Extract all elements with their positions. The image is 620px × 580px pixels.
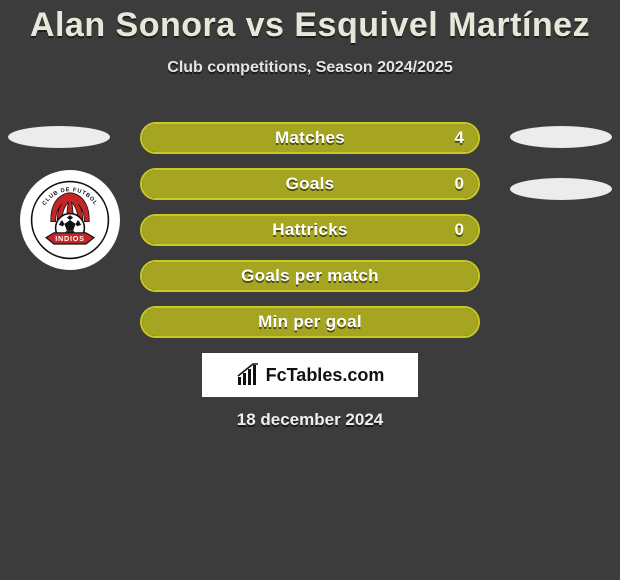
- stat-bar-value: 0: [455, 170, 464, 198]
- right-ellipse-2: [510, 178, 612, 200]
- stat-bar-label: Min per goal: [142, 308, 478, 336]
- stat-bar-label: Goals: [142, 170, 478, 198]
- stat-bar-label: Goals per match: [142, 262, 478, 290]
- right-ellipse-1: [510, 126, 612, 148]
- stat-bar-value: 4: [455, 124, 464, 152]
- stat-bar-label: Matches: [142, 124, 478, 152]
- left-ellipse-1: [8, 126, 110, 148]
- svg-text:INDIOS: INDIOS: [55, 234, 85, 243]
- fctables-badge: FcTables.com: [202, 353, 418, 397]
- indios-logo-svg: CLUB DE FUTBOL INDIOS: [30, 180, 110, 260]
- stat-bar-min-per-goal: Min per goal: [140, 306, 480, 338]
- stat-bar-goals-per-match: Goals per match: [140, 260, 480, 292]
- date-label: 18 december 2024: [0, 410, 620, 430]
- indios-logo: CLUB DE FUTBOL INDIOS: [20, 170, 120, 270]
- fctables-label: FcTables.com: [266, 365, 385, 386]
- stat-bar-value: 0: [455, 216, 464, 244]
- stat-bar-label: Hattricks: [142, 216, 478, 244]
- stat-bar-matches: Matches 4: [140, 122, 480, 154]
- page-title: Alan Sonora vs Esquivel Martínez: [0, 0, 620, 45]
- stat-bar-hattricks: Hattricks 0: [140, 214, 480, 246]
- bar-chart-icon: [236, 363, 260, 387]
- stat-bar-goals: Goals 0: [140, 168, 480, 200]
- subtitle: Club competitions, Season 2024/2025: [0, 59, 620, 77]
- stat-bars: Matches 4 Goals 0 Hattricks 0 Goals per …: [140, 122, 480, 352]
